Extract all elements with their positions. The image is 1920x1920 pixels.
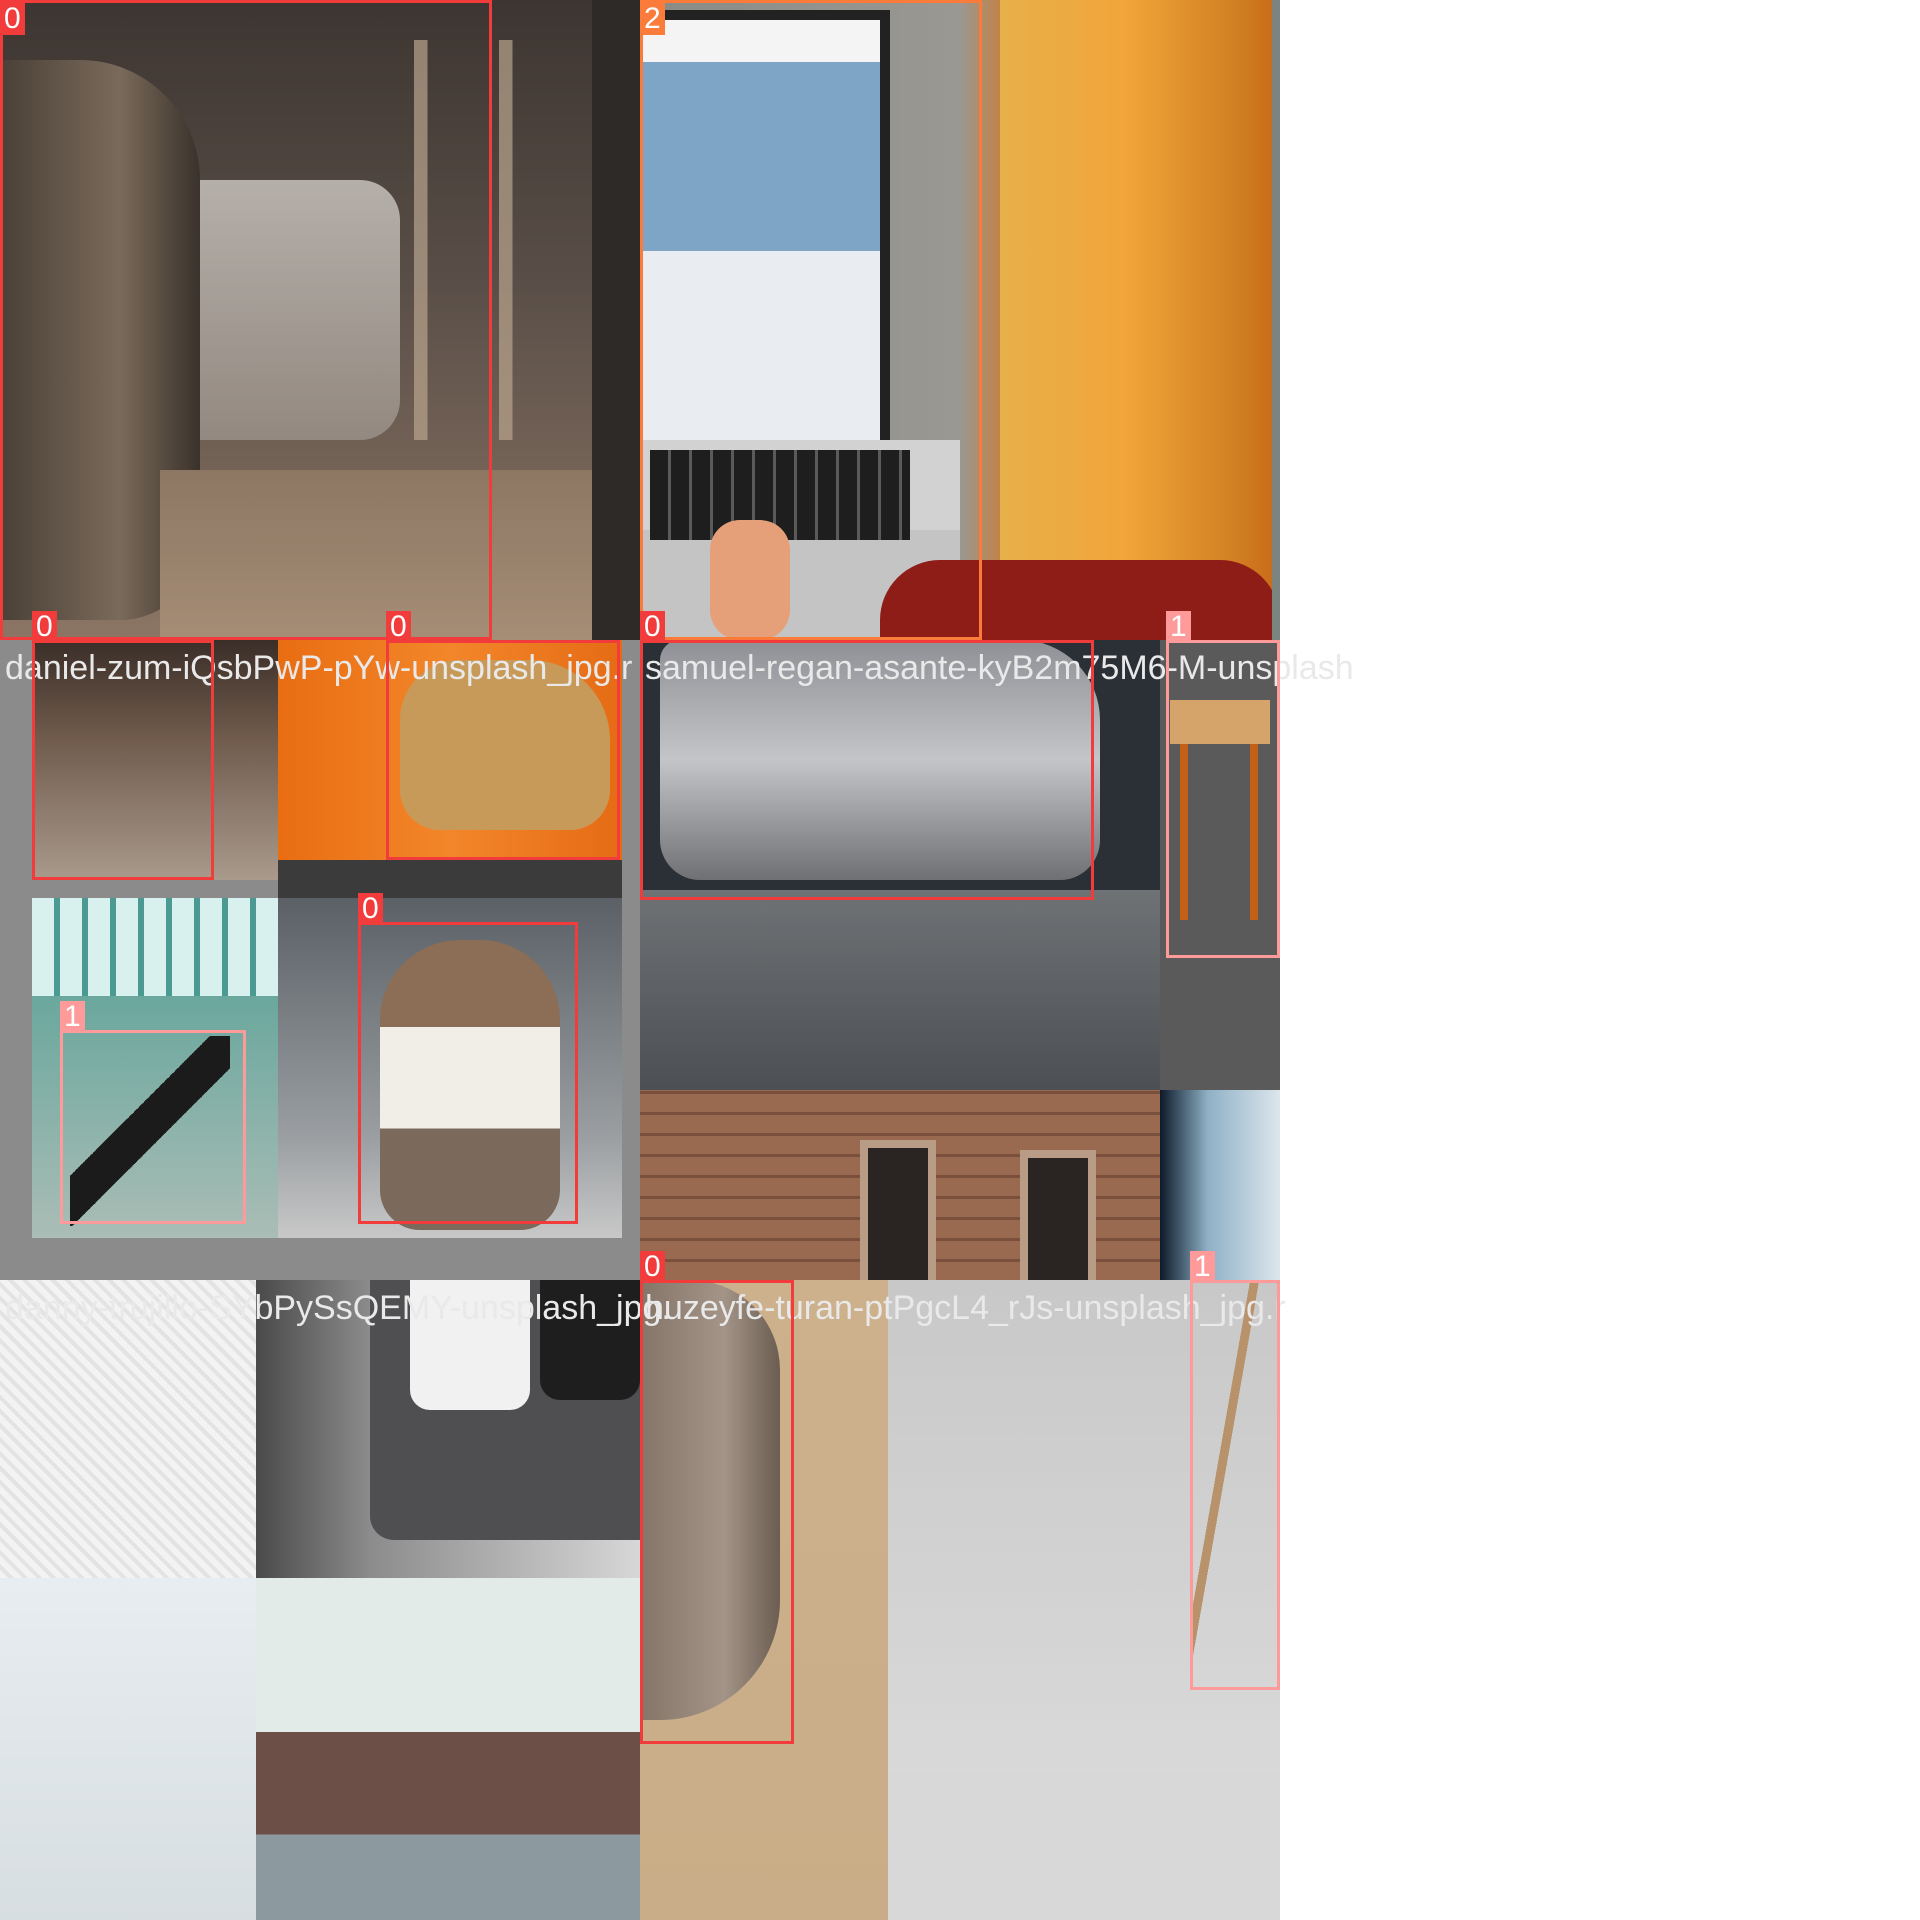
- tile-collage-gray: [0, 640, 640, 1280]
- class-tag: 0: [0, 3, 25, 35]
- bounding-box: 1: [60, 1001, 246, 1224]
- bounding-box: 2: [640, 0, 982, 640]
- bounding-box: 0: [0, 0, 492, 640]
- wooden-chair: [1170, 700, 1270, 920]
- bounding-box: 0: [640, 1251, 794, 1744]
- class-tag: 0: [640, 1251, 665, 1283]
- grey-cat-walking: [660, 640, 1100, 880]
- class-tag: 1: [1190, 1251, 1215, 1283]
- red-sleeve: [880, 560, 1280, 640]
- grey-cat-partial: [640, 1280, 780, 1720]
- bounding-box: 0: [32, 611, 214, 880]
- bounding-box: 0: [386, 611, 620, 860]
- filename-label: huzeyfe-turan-ptPgcL4_rJs-unsplash_jpg.r: [645, 1289, 1286, 1327]
- dark-door-edge: [592, 0, 640, 640]
- tile-laptop: [640, 0, 1280, 640]
- concrete-ledge: [640, 890, 1160, 1090]
- class-tag: 0: [32, 611, 57, 643]
- filename-label: danny-trujillo-SYbPySsQEMY-unsplash_jpg.: [5, 1289, 671, 1327]
- white-texture: [0, 1280, 256, 1578]
- tile-wall-cat: [640, 640, 1280, 1280]
- bounding-box: 1: [1166, 611, 1280, 958]
- window-right: [1160, 1090, 1280, 1280]
- class-tag: 0: [386, 611, 411, 643]
- tabby-cat-sitting: [380, 940, 560, 1230]
- phone-white: [410, 1280, 530, 1410]
- wall-bottom: [278, 860, 622, 898]
- class-tag: 1: [60, 1001, 85, 1033]
- class-tag: 0: [640, 611, 665, 643]
- bounding-box: 1: [1190, 1251, 1280, 1690]
- tile-right-gray: [1272, 0, 1280, 640]
- tile-phones: [0, 1280, 640, 1920]
- filename-label: daniel-zum-iQsbPwP-pYw-unsplash_jpg.r: [5, 649, 633, 687]
- cat-on-rug: [32, 640, 278, 880]
- class-tag: 2: [640, 3, 665, 35]
- black-chair: [70, 1036, 230, 1226]
- ginger-cat: [400, 660, 610, 830]
- class-tag: 0: [358, 893, 383, 925]
- phone-black: [540, 1280, 640, 1400]
- tile-cat-beige: [640, 1280, 1280, 1920]
- bounding-box: 0: [358, 893, 578, 1224]
- sky-left: [0, 1578, 256, 1920]
- door-2: [1020, 1150, 1096, 1280]
- hand: [710, 520, 790, 640]
- door-1: [860, 1140, 936, 1280]
- sky-street: [256, 1578, 640, 1920]
- grey-floor: [888, 1773, 1280, 1920]
- stool-legs: [380, 40, 550, 440]
- bounding-box: 0: [640, 611, 1094, 900]
- bar-stool: [1190, 1280, 1270, 1680]
- teal-window: [32, 898, 278, 996]
- keys: [650, 450, 910, 540]
- hair: [1000, 0, 1250, 560]
- filename-label: samuel-regan-asante-kyB2m75M6-M-unsplash: [645, 649, 1354, 687]
- class-tag: 1: [1166, 611, 1191, 643]
